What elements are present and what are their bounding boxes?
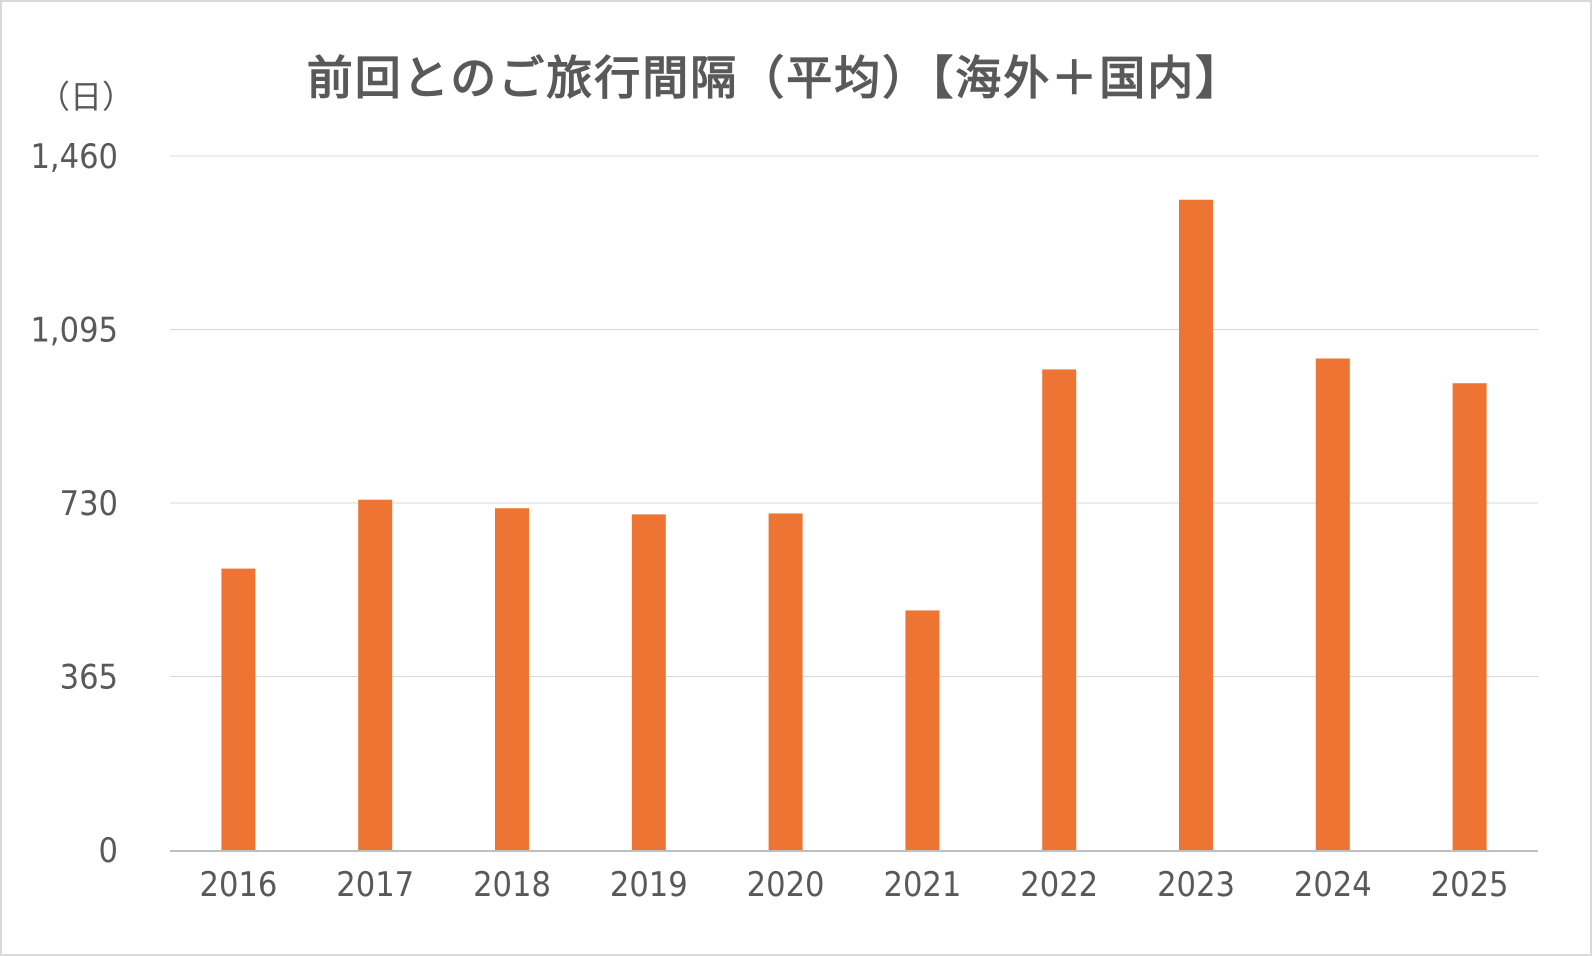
y-axis-ticks: 0 365 730 1,095 1,460 (30, 137, 118, 871)
x-axis-ticks: 2016 2017 2018 2019 2020 2021 2022 2023 2024 2025 (199, 865, 1508, 905)
chart-title: 前回とのご旅行間隔（平均）【海外＋国内】 (306, 51, 1244, 105)
bar-2020 (768, 513, 803, 850)
bar-2017 (358, 499, 393, 850)
bar-2016 (221, 568, 256, 850)
bar-2018 (495, 508, 529, 850)
x-tick-label: 2023 (1157, 865, 1235, 905)
bar-2019 (631, 514, 666, 850)
x-tick-label: 2022 (1020, 865, 1098, 905)
x-tick-label: 2024 (1294, 865, 1372, 905)
y-tick-label: 1,460 (30, 137, 118, 177)
bars (221, 199, 1487, 850)
x-tick-label: 2020 (747, 865, 825, 905)
bar-2021 (905, 610, 940, 850)
bar-2025 (1452, 383, 1487, 850)
bar-2024 (1315, 358, 1350, 850)
bar-2023 (1179, 199, 1213, 850)
x-tick-label: 2021 (883, 865, 961, 905)
x-tick-label: 2016 (199, 865, 277, 905)
y-tick-label: 365 (60, 658, 118, 698)
x-tick-label: 2025 (1431, 865, 1509, 905)
x-tick-label: 2017 (336, 865, 414, 905)
y-tick-label: 1,095 (30, 311, 118, 351)
x-tick-label: 2019 (610, 865, 688, 905)
bar-2022 (1042, 369, 1077, 850)
y-tick-label: 0 (99, 831, 118, 871)
gridlines (170, 155, 1538, 677)
y-tick-label: 730 (60, 484, 118, 524)
x-tick-label: 2018 (473, 865, 551, 905)
y-axis-unit-label: （日） (38, 78, 135, 116)
